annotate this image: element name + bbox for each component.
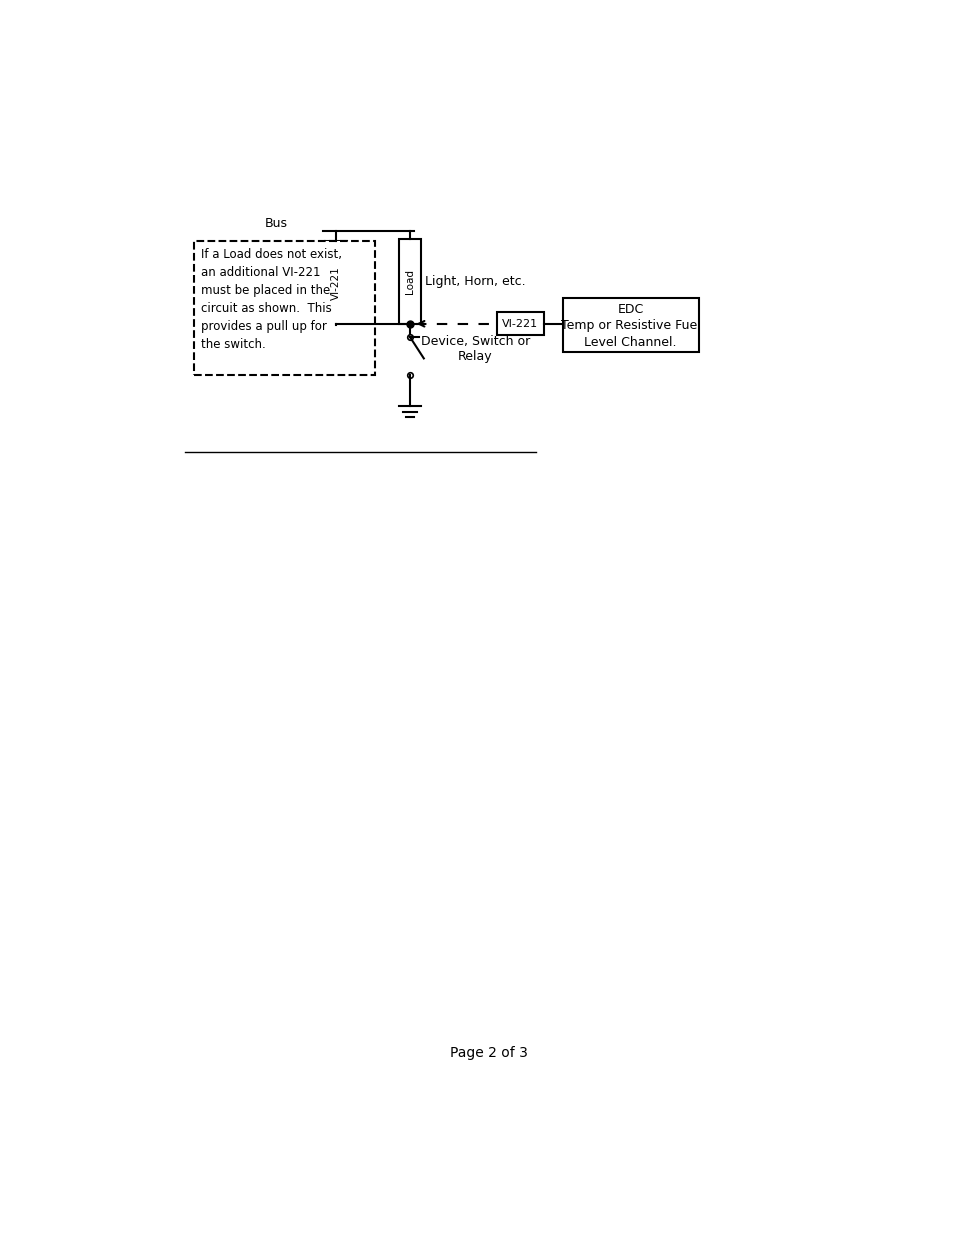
- Bar: [194, 241, 375, 375]
- Text: If a Load does not exist,
an additional VI-221
must be placed in the
circuit as : If a Load does not exist, an additional …: [200, 248, 341, 351]
- Text: VI-221: VI-221: [331, 266, 341, 300]
- Text: VI-221: VI-221: [501, 319, 537, 329]
- Bar: [325, 241, 347, 325]
- Text: Page 2 of 3: Page 2 of 3: [450, 1046, 527, 1060]
- Text: Light, Horn, etc.: Light, Horn, etc.: [424, 275, 525, 288]
- Text: Load: Load: [404, 269, 415, 294]
- Bar: [398, 240, 420, 324]
- Text: Device, Switch or
Relay: Device, Switch or Relay: [420, 336, 530, 363]
- Text: EDC: EDC: [617, 304, 643, 316]
- Text: Level Channel.: Level Channel.: [584, 336, 677, 348]
- Text: Bus: Bus: [265, 217, 288, 230]
- Bar: [497, 312, 543, 336]
- Bar: [562, 299, 699, 352]
- Text: Temp or Resistive Fuel: Temp or Resistive Fuel: [560, 319, 700, 332]
